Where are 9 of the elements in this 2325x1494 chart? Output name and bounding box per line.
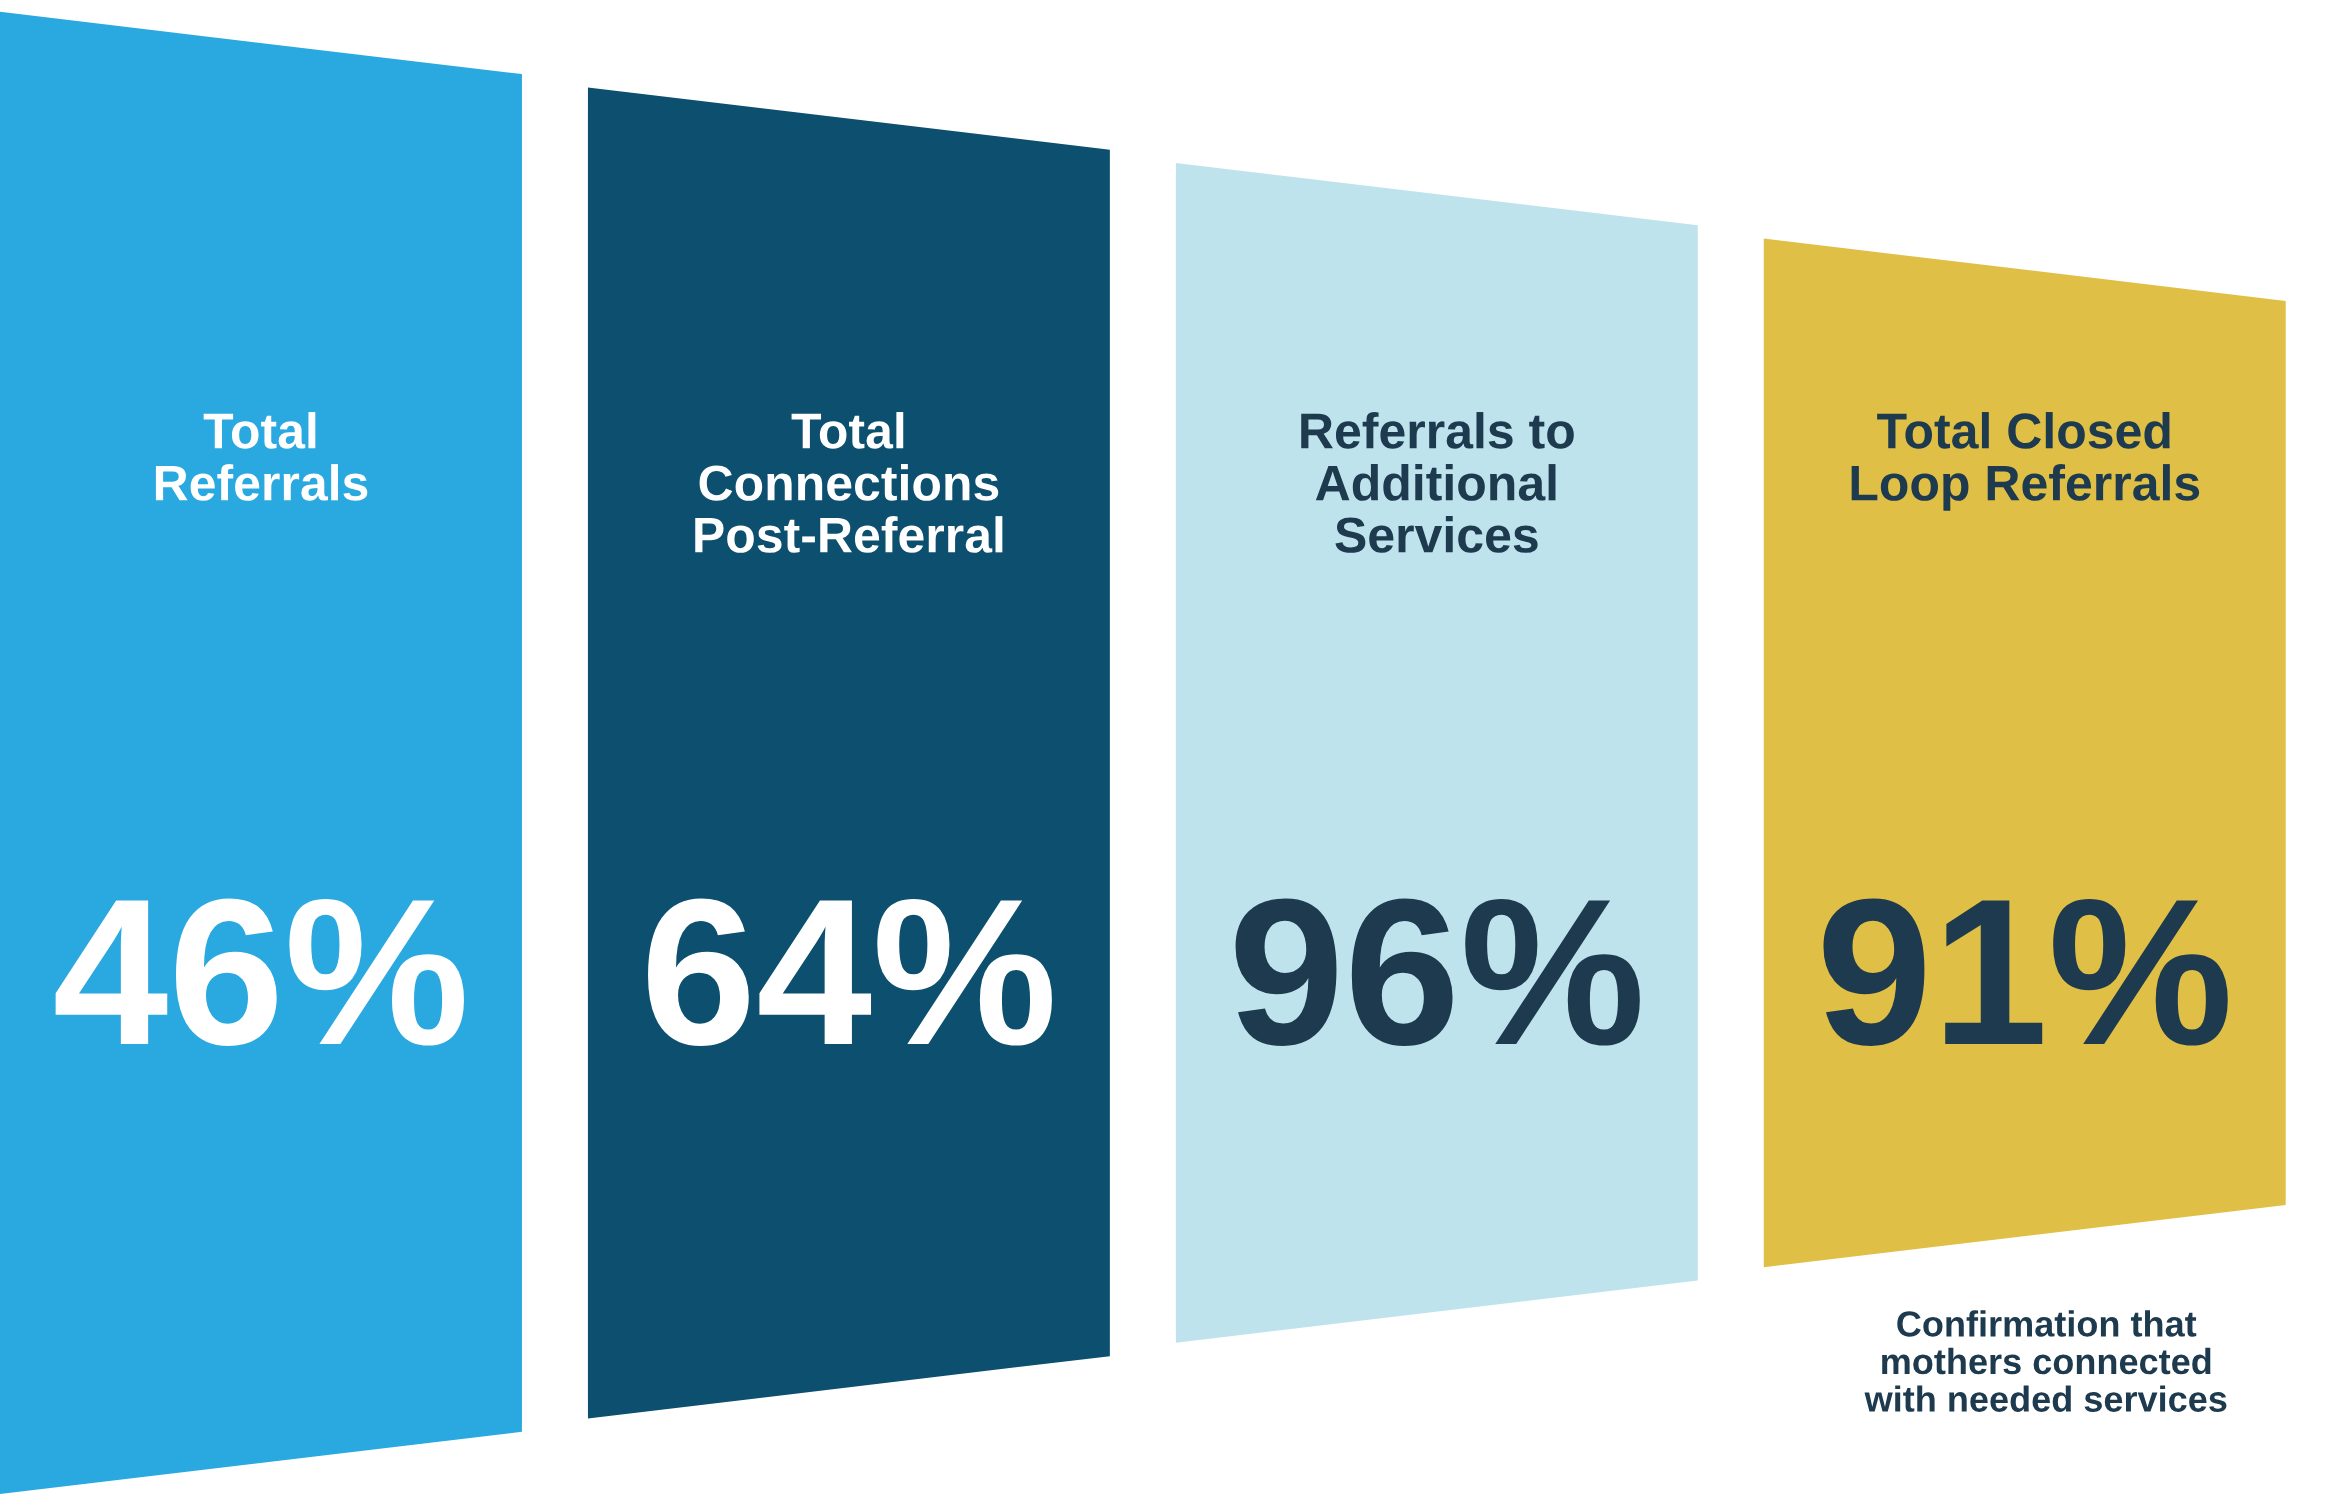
- category-label: Total Closed Loop Referrals: [1851, 412, 2200, 511]
- data-label: 96%: [1235, 898, 1640, 1046]
- data-label: 91%: [1823, 898, 2228, 1046]
- category-label: Total Referrals: [155, 412, 368, 501]
- category-label: Referrals to Additional Services: [1301, 412, 1574, 553]
- data-label: 64%: [648, 898, 1052, 1046]
- category-label: Total Connections Post-Referral: [695, 412, 1003, 553]
- data-label: 46%: [55, 898, 464, 1046]
- text: Confirmation that mothers connected with needed services: [1864, 1310, 2227, 1412]
